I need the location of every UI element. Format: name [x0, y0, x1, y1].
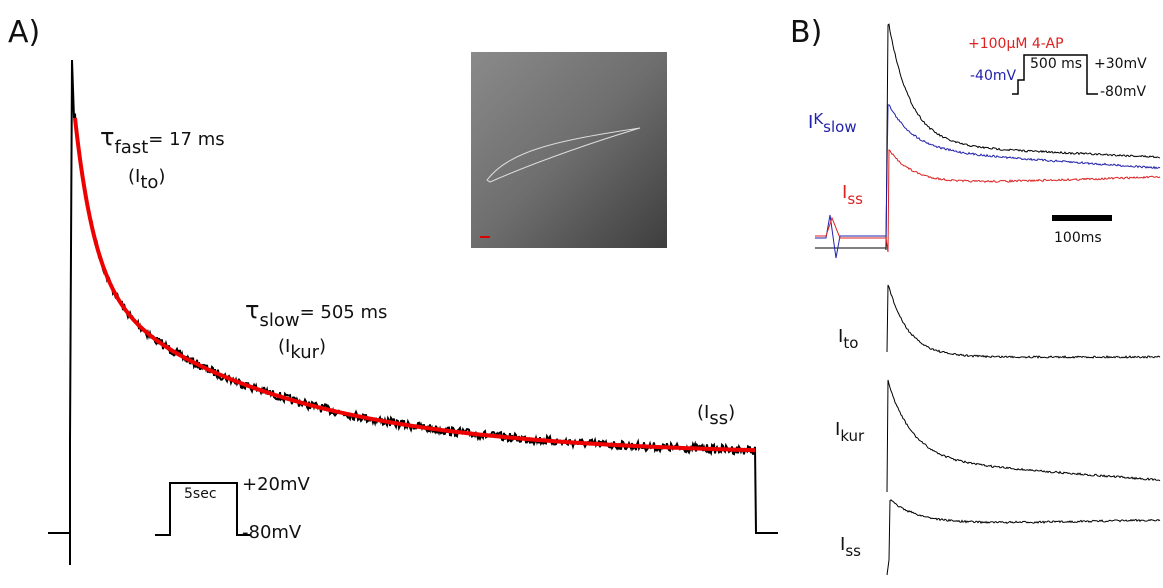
- protocol-duration: 5sec: [184, 486, 217, 502]
- trace-iss: [886, 499, 1161, 576]
- panel-label: A): [8, 15, 40, 50]
- trace-red: [815, 149, 1161, 253]
- trace-blue: [815, 104, 1161, 259]
- iss-b-label: Iss: [840, 534, 861, 560]
- ikur-b-label: Ikur: [835, 419, 865, 445]
- protocol-low: -80mV: [242, 522, 302, 543]
- protocol-high: +20mV: [242, 474, 311, 495]
- protocol-b: [1012, 54, 1098, 95]
- tau-slow: τslow= 505 ms: [245, 296, 387, 331]
- trace-a: [48, 59, 778, 565]
- micrograph: [471, 52, 667, 248]
- iss-label: (Iss): [697, 402, 735, 429]
- iss-red-label: Iss: [842, 182, 863, 208]
- trace-ikur: [886, 379, 1161, 493]
- protocol-a: [155, 482, 250, 536]
- trace-ito: [886, 284, 1161, 359]
- drug-label: +100μM 4-AP: [968, 36, 1064, 52]
- scale-label: 100ms: [1054, 230, 1102, 246]
- low-label: -80mV: [1100, 84, 1147, 100]
- ikur-label: (Ikur): [278, 336, 326, 363]
- hold-label: -40mV: [970, 68, 1017, 84]
- ito-b-label: Ito: [838, 326, 858, 352]
- trace-black: [815, 23, 1161, 251]
- ikslow-label: IKslow: [808, 110, 857, 136]
- scale-bar: [1052, 215, 1112, 221]
- high-label: +30mV: [1094, 56, 1147, 72]
- tau-fast: τfast= 17 ms: [100, 123, 225, 158]
- ito-label: (Ito): [128, 166, 165, 193]
- duration-label: 500 ms: [1030, 56, 1082, 72]
- panel-label: B): [790, 15, 822, 50]
- traces-b: [815, 23, 1161, 576]
- fit: [73, 117, 755, 453]
